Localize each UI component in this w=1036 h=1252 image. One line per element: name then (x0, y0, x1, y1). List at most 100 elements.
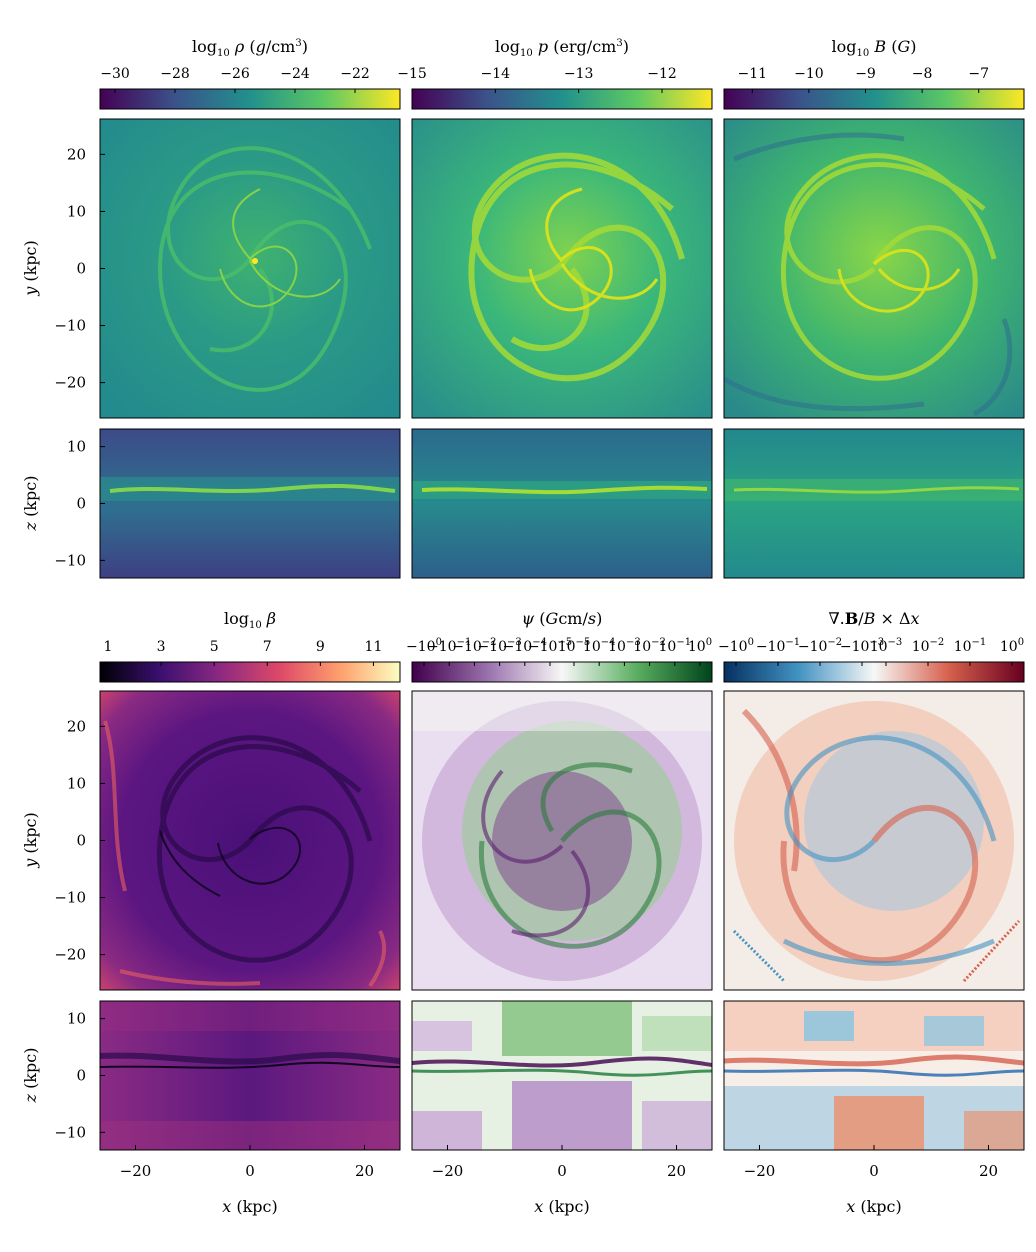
colorbar-tick-label: −8 (912, 66, 933, 82)
colorbar-title-density: log10 ρ (g/cm3) (192, 37, 308, 59)
colorbar-tick-label: −14 (481, 66, 511, 82)
x-tick-label: 20 (355, 1162, 374, 1180)
colorbar-tick-label: −9 (855, 66, 876, 82)
colorbar-title-bfield: log10 B (G) (832, 37, 917, 59)
colorbar-ticks-psi: −100−10−1−10−2−10−3−10−4−10−510−510−410−… (406, 637, 712, 666)
colorbar-tick-label: −24 (280, 66, 310, 82)
edge-on-psi-map (412, 1001, 712, 1150)
colorbar-tick-label: −7 (968, 66, 989, 82)
colorbar-ticks-bfield: −11 −10 −9 −8 −7 (738, 66, 989, 93)
y-axis-edge-row1: 10 0 −10 (54, 438, 105, 569)
ylabel-edge-row2: z (kpc) (21, 1048, 40, 1104)
colorbar-tick-label: −11 (738, 66, 768, 82)
y-tick-label: −10 (54, 317, 86, 335)
colorbar-tick-label: −12 (647, 66, 677, 82)
y-tick-label: 10 (67, 774, 86, 792)
colorbar-bfield (723, 88, 1025, 110)
y-tick-label: 20 (67, 717, 86, 735)
colorbar-tick-label: −10−2 (798, 637, 842, 655)
ylabel-edge-row1: z (kpc) (21, 476, 40, 532)
colorbar-ticks-pressure: −15 −14 −13 −12 (397, 66, 677, 93)
y-tick-label: 0 (76, 260, 86, 278)
colorbar-tick-label: 10−1 (659, 637, 692, 655)
x-tick-label: 20 (667, 1162, 686, 1180)
y-tick-label: 0 (76, 832, 86, 850)
edge-on-pressure-map (412, 429, 712, 578)
y-tick-label: −10 (54, 889, 86, 907)
y-tick-label: −10 (54, 1123, 86, 1141)
colorbar-tick-label: 10−3 (870, 637, 903, 655)
y-tick-label: −20 (54, 374, 86, 392)
colorbar-tick-label: −30 (100, 66, 130, 82)
y-tick-label: 0 (76, 1067, 86, 1085)
x-tick-label: 0 (869, 1162, 879, 1180)
colorbar-tick-label: 100 (688, 637, 712, 655)
edge-on-density-map (100, 429, 400, 578)
colorbar-tick-label: 9 (316, 639, 325, 655)
edge-on-divb-map (724, 1001, 1024, 1150)
colorbar-psi (411, 661, 713, 683)
face-on-divb-frame (723, 690, 1025, 991)
xlabel-left: x (kpc) (222, 1197, 278, 1216)
colorbar-ticks-density: −30 −28 −26 −24 −22 (100, 66, 370, 93)
x-tick-label: −20 (744, 1162, 776, 1180)
y-tick-label: 0 (76, 495, 86, 513)
y-tick-label: 10 (67, 202, 86, 220)
y-tick-label: −20 (54, 946, 86, 964)
colorbar-beta (99, 661, 401, 683)
face-on-bfield-map (724, 119, 1024, 418)
colorbar-tick-label: −10 (794, 66, 824, 82)
colorbar-title-psi: ψ (Gcm/s) (522, 609, 603, 628)
colorbar-tick-label: −28 (160, 66, 190, 82)
colorbar-tick-label: 1 (104, 639, 113, 655)
x-tick-label: 0 (245, 1162, 255, 1180)
x-axes-bottom: −20 0 20 −20 0 20 −20 0 20 (120, 1145, 998, 1180)
colorbar-tick-label: 10−2 (912, 637, 945, 655)
xlabel-middle: x (kpc) (534, 1197, 590, 1216)
x-tick-label: 20 (979, 1162, 998, 1180)
colorbar-title-beta: log10 β (224, 609, 276, 631)
colorbar-title-pressure: log10 p (erg/cm3) (495, 37, 629, 59)
colorbar-density (99, 88, 401, 110)
colorbar-tick-label: −22 (340, 66, 370, 82)
y-tick-label: 20 (67, 145, 86, 163)
colorbar-tick-label: 10−1 (954, 637, 987, 655)
y-tick-label: 10 (67, 1010, 86, 1028)
colorbar-tick-label: −100 (406, 637, 442, 655)
x-tick-label: −20 (432, 1162, 464, 1180)
face-on-psi-map (412, 691, 712, 990)
edge-on-beta-map (100, 1001, 400, 1150)
y-axis-edge-row2: 10 0 −10 (54, 1010, 105, 1141)
ylabel-face-row1: y (kpc) (21, 240, 40, 297)
colorbar-tick-label: 3 (157, 639, 166, 655)
ylabel-face-row2: y (kpc) (21, 812, 40, 869)
colorbar-ticks-beta: 1 3 5 7 9 11 (104, 639, 383, 666)
colorbar-tick-label: 11 (365, 639, 383, 655)
colorbar-tick-label: −26 (220, 66, 250, 82)
colorbar-divb (723, 661, 1025, 683)
colorbar-tick-label: −100 (718, 637, 754, 655)
y-tick-label: −10 (54, 551, 86, 569)
edge-on-bfield-map (724, 429, 1024, 578)
x-tick-label: 0 (557, 1162, 567, 1180)
y-axis-face-row2: 20 10 0 −10 −20 (54, 717, 105, 964)
face-on-pressure-map (412, 119, 712, 418)
face-on-density-map (100, 119, 400, 418)
y-tick-label: 10 (67, 438, 86, 456)
colorbar-tick-label: 7 (263, 639, 272, 655)
edge-on-pressure-frame (411, 428, 713, 579)
y-axis-face-row1: 20 10 0 −10 −20 (54, 145, 105, 392)
face-on-psi-frame (411, 690, 713, 991)
edge-on-bfield-frame (723, 428, 1025, 579)
face-on-divb-map (724, 691, 1024, 990)
x-tick-label: −20 (120, 1162, 152, 1180)
colorbar-tick-label: −13 (564, 66, 594, 82)
colorbar-pressure (411, 88, 713, 110)
colorbar-tick-label: −10−1 (756, 637, 800, 655)
colorbar-title-divb: ∇.B/B × Δx (828, 609, 919, 628)
colorbar-tick-label: −15 (397, 66, 427, 82)
colorbar-tick-label: 100 (1000, 637, 1024, 655)
face-on-pressure-frame (411, 118, 713, 419)
face-on-beta-map (100, 691, 400, 990)
